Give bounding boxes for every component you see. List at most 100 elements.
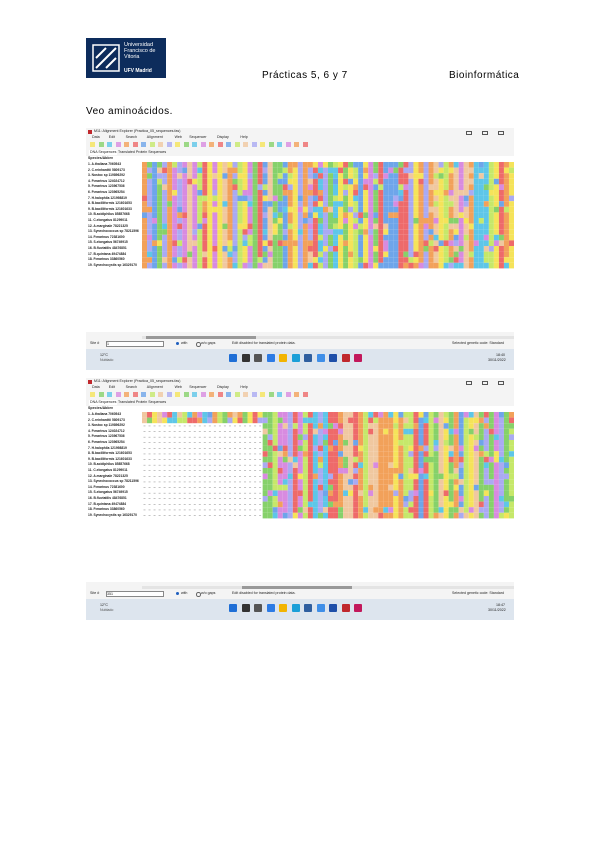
residue-cell xyxy=(343,434,349,440)
residue-cell xyxy=(388,428,394,435)
toolbar-icon xyxy=(175,142,180,147)
residue-cell xyxy=(338,428,344,435)
toolbar-icon xyxy=(141,142,146,147)
residue-cell xyxy=(493,507,499,513)
residue-cell xyxy=(363,428,369,435)
gap-cell xyxy=(188,492,191,494)
residue-cell xyxy=(418,473,424,480)
residue-cell xyxy=(498,178,504,185)
residue-cell xyxy=(393,412,399,418)
residue-cell xyxy=(478,512,484,519)
residue-cell xyxy=(192,173,198,179)
residue-cell xyxy=(458,473,464,480)
residue-cell xyxy=(147,240,153,246)
residue-cell xyxy=(493,423,499,429)
clock-time: 18:40 xyxy=(496,353,505,357)
residue-cell xyxy=(242,234,248,241)
residue-cell xyxy=(393,507,399,513)
residue-cell xyxy=(292,234,298,241)
residue-cell xyxy=(142,190,148,196)
residue-cell xyxy=(483,218,489,224)
residue-cell xyxy=(378,462,384,468)
residue-cell xyxy=(428,462,434,468)
residue-cell xyxy=(408,434,414,440)
residue-cell xyxy=(443,206,449,213)
toolbar-icon xyxy=(124,392,129,397)
residue-cell xyxy=(438,212,444,218)
residue-cell xyxy=(503,484,509,491)
residue-cell xyxy=(508,184,514,190)
residue-cell xyxy=(368,423,374,429)
residue-cell xyxy=(348,240,354,246)
residue-cell xyxy=(307,501,313,508)
residue-cell xyxy=(322,440,328,446)
residue-cell xyxy=(287,246,293,252)
residue-cell xyxy=(363,223,369,230)
residue-cell xyxy=(317,173,323,179)
residue-cell xyxy=(398,223,404,230)
residue-cell xyxy=(207,251,213,258)
residue-cell xyxy=(338,507,344,513)
residue-cell xyxy=(262,468,268,474)
residue-cell xyxy=(438,512,444,519)
residue-cell xyxy=(483,201,489,207)
residue-cell xyxy=(368,246,374,252)
residue-cell xyxy=(182,201,188,207)
residue-cell xyxy=(222,162,228,168)
residue-cell xyxy=(222,417,228,424)
residue-cell xyxy=(383,184,389,190)
residue-cell xyxy=(408,229,414,235)
residue-cell xyxy=(493,512,499,519)
toolbar-icon xyxy=(268,392,274,397)
residue-cell xyxy=(317,184,323,190)
residue-cell xyxy=(287,229,293,235)
residue-cell xyxy=(443,167,449,174)
gap-cell xyxy=(218,487,221,488)
gap-cell xyxy=(178,504,181,505)
residue-cell xyxy=(197,206,203,213)
residue-cell xyxy=(353,451,359,457)
gap-cell xyxy=(218,464,221,466)
residue-cell xyxy=(463,445,469,452)
residue-cell xyxy=(287,162,293,168)
residue-cell xyxy=(222,257,228,263)
residue-cell xyxy=(282,473,288,480)
residue-cell xyxy=(508,223,514,230)
residue-cell xyxy=(418,484,424,491)
residue-cell xyxy=(322,251,328,258)
gap-cell xyxy=(163,425,166,427)
residue-cell xyxy=(317,178,323,185)
menu-item: Search xyxy=(125,385,137,389)
residue-cell xyxy=(348,512,354,519)
residue-cell xyxy=(322,212,328,218)
gap-cell xyxy=(233,442,236,443)
gap-cell xyxy=(153,448,156,449)
gap-cell xyxy=(249,448,252,449)
residue-cell xyxy=(322,257,328,263)
radio-label: with xyxy=(181,341,188,345)
gap-cell xyxy=(168,431,171,432)
residue-cell xyxy=(267,206,273,213)
residue-cell xyxy=(418,417,424,424)
gap-cell xyxy=(188,453,191,455)
residue-cell xyxy=(428,501,434,508)
residue-cell xyxy=(373,212,379,218)
residue-cell xyxy=(423,428,429,435)
residue-cell xyxy=(247,412,253,418)
residue-cell xyxy=(478,473,484,480)
residue-cell xyxy=(483,240,489,246)
residue-cell xyxy=(463,440,469,446)
residue-cell xyxy=(217,184,223,190)
residue-cell xyxy=(438,468,444,474)
residue-cell xyxy=(398,240,404,246)
residue-cell xyxy=(157,251,163,258)
residue-cell xyxy=(493,178,499,185)
toolbar-icon xyxy=(234,142,240,147)
residue-cell xyxy=(272,262,278,269)
residue-cell xyxy=(373,178,379,185)
gap-cell xyxy=(213,481,216,483)
residue-cell xyxy=(438,240,444,246)
residue-cell xyxy=(443,473,449,480)
residue-cell xyxy=(322,184,328,190)
